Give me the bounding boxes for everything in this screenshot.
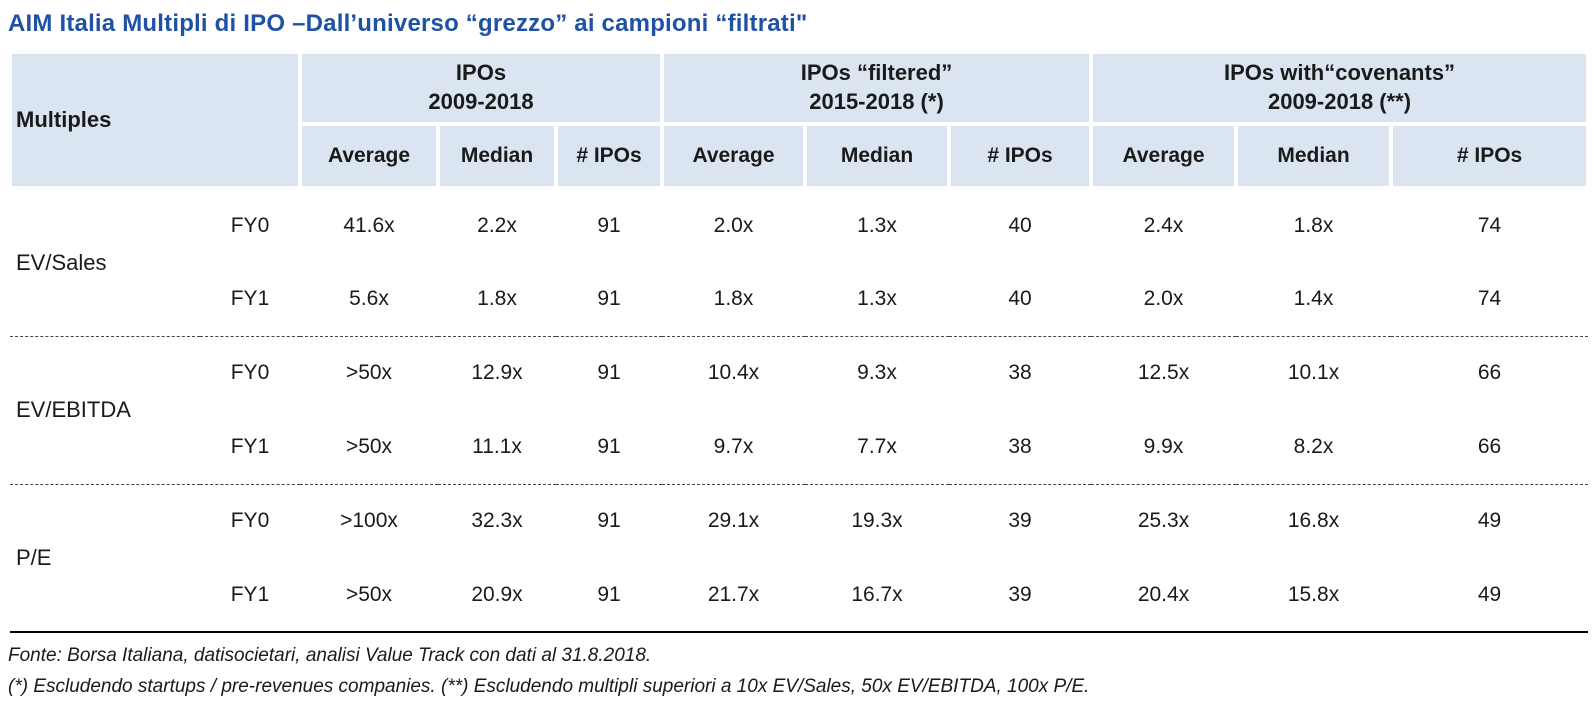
group-header-covenants: IPOs with“covenants” 2009-2018 (**) bbox=[1089, 50, 1591, 126]
table-row: FY1 >50x 11.1x 91 9.7x 7.7x 38 9.9x 8.2x… bbox=[10, 410, 1589, 484]
group-title-line2: 2009-2018 bbox=[428, 89, 534, 114]
data-cell: 12.9x bbox=[438, 335, 556, 410]
data-cell: 19.3x bbox=[805, 483, 949, 558]
data-cell: 91 bbox=[556, 262, 662, 336]
data-cell: 1.3x bbox=[805, 262, 949, 336]
data-cell: 1.8x bbox=[438, 262, 556, 336]
data-cell: 5.6x bbox=[300, 262, 438, 336]
data-cell: 21.7x bbox=[662, 558, 805, 632]
group-header-row: Multiples IPOs 2009-2018 IPOs “filtered”… bbox=[8, 50, 1591, 190]
row-label-pe: P/E bbox=[10, 483, 200, 632]
data-cell: 9.9x bbox=[1091, 410, 1237, 484]
data-cell: 25.3x bbox=[1091, 483, 1237, 558]
row-label-ev-sales: EV/Sales bbox=[10, 188, 200, 336]
group-title-line1: IPOs with“covenants” bbox=[1224, 60, 1456, 86]
group-header-raw: IPOs 2009-2018 bbox=[298, 50, 664, 126]
page-title: AIM Italia Multipli di IPO –Dall’univers… bbox=[8, 10, 808, 37]
page: AIM Italia Multipli di IPO –Dall’univers… bbox=[8, 10, 1591, 698]
data-cell: 91 bbox=[556, 188, 662, 262]
footnotes: Fonte: Borsa Italiana, datisocietari, an… bbox=[8, 645, 1586, 698]
data-cell: 40 bbox=[949, 188, 1092, 262]
data-cell: 1.8x bbox=[662, 262, 805, 336]
data-cell: 12.5x bbox=[1091, 335, 1237, 410]
data-cell: 15.8x bbox=[1236, 558, 1392, 632]
data-cell: 20.9x bbox=[438, 558, 556, 632]
data-cell: 2.0x bbox=[662, 188, 805, 262]
fy-label: FY1 bbox=[200, 410, 300, 484]
table-row: EV/EBITDA FY0 >50x 12.9x 91 10.4x 9.3x 3… bbox=[10, 335, 1589, 484]
data-cell: 74 bbox=[1391, 262, 1589, 336]
table-row: FY1 5.6x 1.8x 91 1.8x 1.3x 40 2.0x 1.4x … bbox=[10, 262, 1589, 336]
group-title-line2: 2015-2018 (*) bbox=[809, 89, 944, 114]
fy-label: FY0 bbox=[200, 483, 300, 558]
fy-label: FY1 bbox=[200, 262, 300, 336]
data-cell: 66 bbox=[1391, 335, 1589, 410]
data-cell: 39 bbox=[949, 483, 1092, 558]
data-cell: 9.3x bbox=[805, 335, 949, 410]
col-header-median: Median bbox=[436, 122, 558, 190]
table-row: EV/Sales FY0 41.6x 2.2x 91 2.0x 1.3x 40 … bbox=[10, 188, 1589, 336]
sub-header-row: Average Median # IPOs Average Median # I… bbox=[10, 122, 1591, 190]
data-cell: 66 bbox=[1391, 410, 1589, 484]
col-header-average: Average bbox=[298, 122, 440, 190]
table-row: FY1 >50x 20.9x 91 21.7x 16.7x 39 20.4x 1… bbox=[10, 558, 1589, 632]
data-cell: >50x bbox=[300, 558, 438, 632]
data-cell: 1.3x bbox=[805, 188, 949, 262]
data-cell: >100x bbox=[300, 483, 438, 558]
data-cell: 11.1x bbox=[438, 410, 556, 484]
col-header-median: Median bbox=[803, 122, 951, 190]
data-cell: 1.8x bbox=[1236, 188, 1392, 262]
group-title-line1: IPOs bbox=[455, 60, 507, 86]
row-label-ev-ebitda: EV/EBITDA bbox=[10, 335, 200, 484]
ipo-multiples-table: Multiples IPOs 2009-2018 IPOs “filtered”… bbox=[8, 50, 1591, 633]
data-cell: 10.4x bbox=[662, 335, 805, 410]
data-cell: 8.2x bbox=[1236, 410, 1392, 484]
group-header-filtered: IPOs “filtered” 2015-2018 (*) bbox=[659, 50, 1094, 126]
data-cell: 91 bbox=[556, 410, 662, 484]
fy-label: FY1 bbox=[200, 558, 300, 632]
col-header-ipos-count: # IPOs bbox=[554, 122, 664, 190]
data-cell: 2.4x bbox=[1091, 188, 1237, 262]
data-cell: 29.1x bbox=[662, 483, 805, 558]
data-cell: 2.2x bbox=[438, 188, 556, 262]
asterisk-note: (*) Escludendo startups / pre-revenues c… bbox=[8, 676, 1090, 697]
data-cell: 40 bbox=[949, 262, 1092, 336]
data-cell: 39 bbox=[949, 558, 1092, 632]
data-cell: 91 bbox=[556, 558, 662, 632]
data-cell: 16.8x bbox=[1236, 483, 1392, 558]
col-header-median: Median bbox=[1234, 122, 1394, 190]
group-title-line1: IPOs “filtered” bbox=[800, 60, 953, 86]
data-cell: 16.7x bbox=[805, 558, 949, 632]
source-note: Fonte: Borsa Italiana, datisocietari, an… bbox=[8, 645, 652, 666]
data-cell: 1.4x bbox=[1236, 262, 1392, 336]
fy-label: FY0 bbox=[200, 188, 300, 262]
col-header-average: Average bbox=[1089, 122, 1239, 190]
data-cell: 10.1x bbox=[1236, 335, 1392, 410]
data-cell: 2.0x bbox=[1091, 262, 1237, 336]
data-cell: 41.6x bbox=[300, 188, 438, 262]
data-cell: 38 bbox=[949, 410, 1092, 484]
col-header-average: Average bbox=[660, 122, 807, 190]
data-cell: 20.4x bbox=[1091, 558, 1237, 632]
multiples-corner-header: Multiples bbox=[8, 50, 302, 190]
data-cell: >50x bbox=[300, 335, 438, 410]
data-cell: 7.7x bbox=[805, 410, 949, 484]
data-cell: 9.7x bbox=[662, 410, 805, 484]
fy-label: FY0 bbox=[200, 335, 300, 410]
col-header-ipos-count: # IPOs bbox=[946, 122, 1094, 190]
data-cell: 74 bbox=[1391, 188, 1589, 262]
table-row: P/E FY0 >100x 32.3x 91 29.1x 19.3x 39 25… bbox=[10, 483, 1589, 632]
data-cell: >50x bbox=[300, 410, 438, 484]
data-cell: 49 bbox=[1391, 558, 1589, 632]
data-cell: 91 bbox=[556, 483, 662, 558]
data-cell: 38 bbox=[949, 335, 1092, 410]
data-cell: 49 bbox=[1391, 483, 1589, 558]
group-title-line2: 2009-2018 (**) bbox=[1267, 89, 1412, 114]
data-cell: 91 bbox=[556, 335, 662, 410]
col-header-ipos-count: # IPOs bbox=[1389, 122, 1591, 190]
data-cell: 32.3x bbox=[438, 483, 556, 558]
